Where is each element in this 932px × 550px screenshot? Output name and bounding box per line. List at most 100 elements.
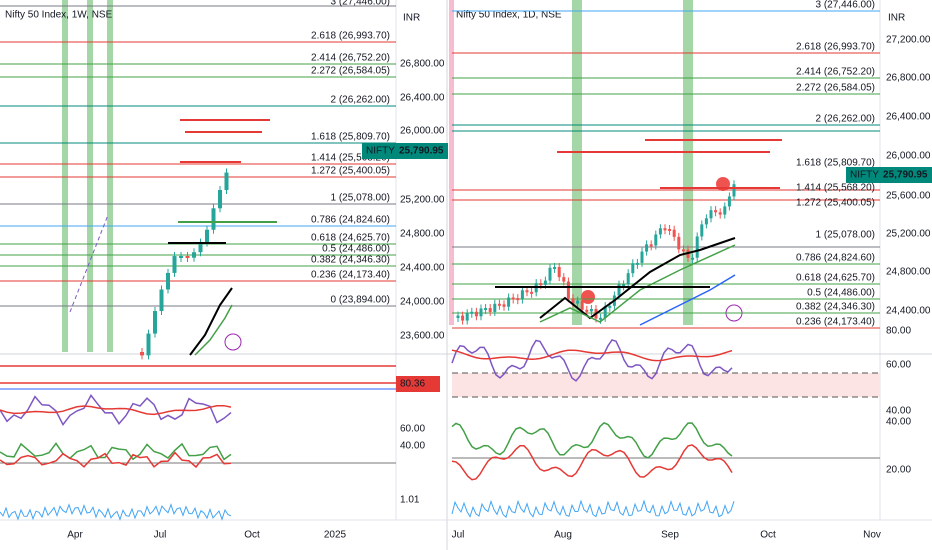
candle-body (668, 228, 672, 231)
candle-body (146, 333, 151, 356)
candle-body (557, 266, 561, 278)
price-label: 27,200.00 (886, 35, 931, 46)
candle-body (516, 298, 520, 301)
candle-body (539, 283, 543, 286)
dmi-minus (0, 451, 232, 469)
candle-body (488, 308, 492, 312)
signal-dot (581, 290, 595, 304)
candle-body (649, 244, 653, 247)
candle-body (224, 172, 229, 190)
fib-label: 1.414 (25,568.20) (796, 183, 875, 194)
candle-body (635, 262, 639, 265)
fib-label: 0.382 (24,346.30) (311, 255, 390, 266)
price-label: 23,600.00 (400, 331, 445, 342)
price-label: 26,000.00 (400, 126, 445, 137)
candle-body (172, 256, 177, 273)
candle-body (723, 206, 727, 215)
candle-body (465, 313, 469, 321)
price-label: 24,400.00 (400, 263, 445, 274)
fib-label: 1.618 (25,809.70) (311, 132, 390, 143)
fib-label: 0.786 (24,824.60) (796, 253, 875, 264)
fib-label: 0 (23,894.00) (331, 295, 391, 306)
candle-body (497, 303, 501, 306)
band (87, 0, 93, 352)
candle-body (507, 297, 511, 307)
fib-label: 1 (25,078.00) (331, 193, 391, 204)
rsi-ma (451, 349, 733, 362)
candle-body (520, 290, 524, 300)
candle-body (456, 315, 460, 318)
fib-label: 0.236 (24,173.40) (796, 317, 875, 328)
session-bands (62, 0, 693, 352)
fib-label: 0.236 (24,173.40) (311, 270, 390, 281)
fib-label: 0.5 (24,486.00) (322, 244, 390, 255)
time-label: Oct (244, 530, 260, 541)
volatility (451, 499, 735, 519)
candle-body (617, 284, 621, 296)
candle-body (159, 289, 164, 312)
event-icon[interactable] (224, 333, 242, 351)
rsi-band (452, 373, 880, 397)
price-tag (880, 167, 932, 183)
time-label: Jul (452, 530, 465, 541)
moving-average (194, 304, 233, 356)
candle-body (663, 228, 667, 231)
candle-body (553, 266, 557, 269)
last-price: 25,790.95 (883, 170, 928, 181)
candle-body (548, 267, 552, 281)
candle-body (681, 249, 685, 252)
currency: INR (888, 13, 905, 24)
candle-body (645, 244, 649, 252)
indicator-label: 60.00 (400, 424, 425, 435)
indicator-label: 40.00 (400, 441, 425, 452)
candle-body (599, 317, 603, 320)
currency: INR (403, 13, 420, 24)
fib-label: 0.618 (24,625.70) (796, 273, 875, 284)
candle-body (672, 229, 676, 237)
fib-label: 2.414 (26,752.20) (796, 67, 875, 78)
last-price: 25,790.95 (399, 146, 444, 157)
candle-body (571, 298, 575, 304)
candle-body (185, 256, 190, 259)
chart-title: Nifty 50 Index, 1D, NSE (456, 10, 562, 21)
band (572, 0, 582, 325)
time-label: Aug (554, 530, 572, 541)
time-label: Nov (863, 530, 881, 541)
candle-body (677, 236, 681, 250)
candle-body (205, 229, 209, 243)
time-label: 2025 (324, 530, 347, 541)
candle-body (179, 256, 183, 259)
ticker: NIFTY (366, 146, 395, 157)
fib-label: 1.272 (25,400.05) (796, 198, 875, 209)
price-label: 24,800.00 (400, 229, 445, 240)
band (683, 0, 693, 325)
price-label: 25,200.00 (886, 229, 931, 240)
time-label: Sep (661, 530, 679, 541)
indicator-label: 1.01 (400, 495, 420, 506)
band (449, 0, 454, 325)
candle-body (576, 300, 580, 304)
fib-label: 2 (26,262.00) (331, 95, 391, 106)
candle-body (479, 308, 483, 317)
moving-average (639, 274, 736, 326)
time-label: Oct (760, 530, 776, 541)
candle-body (622, 284, 626, 287)
candle-body (732, 184, 736, 197)
fib-label: 1 (25,078.00) (816, 230, 876, 241)
candle-body (603, 306, 607, 318)
fib-label: 1.414 (25,568.20) (311, 153, 390, 164)
candle-body (608, 305, 612, 308)
fib-label: 2.272 (26,584.05) (311, 66, 390, 77)
candle-body (470, 311, 474, 314)
fib-label: 1.272 (25,400.05) (311, 166, 390, 177)
candle-body (493, 303, 497, 312)
candle-body (192, 252, 196, 258)
price-label: 25,200.00 (400, 195, 445, 206)
indicator-label: 80.00 (886, 326, 911, 337)
price-label: 24,400.00 (886, 306, 931, 317)
candle-body (580, 300, 584, 310)
price-tag (362, 143, 396, 159)
band (107, 0, 113, 352)
fib-label: 3 (27,446.00) (816, 0, 876, 11)
candle-body (198, 242, 203, 253)
